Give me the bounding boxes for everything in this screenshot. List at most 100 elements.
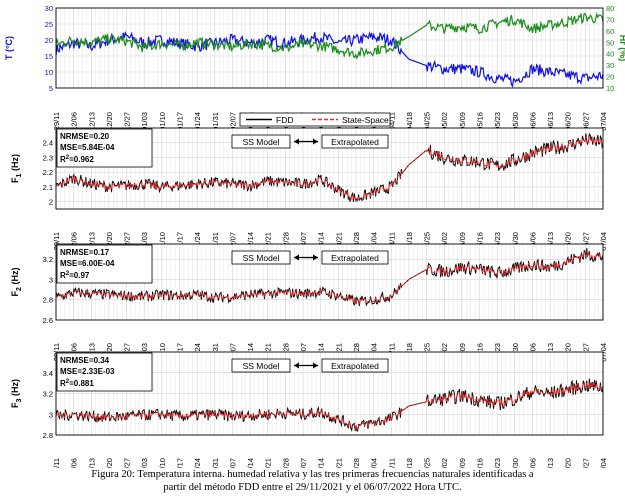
panel-f1-xtick-label: 03/28: [352, 232, 361, 251]
panel-f1-xtick-label: 05/30: [511, 232, 520, 251]
panel-f3-xtick-label: 06/27: [581, 458, 590, 468]
panel-f1-xtick-label: 02/21: [264, 232, 273, 251]
panel-th-xtick-label: 06/13: [546, 112, 555, 131]
panel-th-xtick-label: 12/20: [105, 112, 114, 131]
panel-th-xtick-label: 06/06: [528, 112, 537, 131]
panel-f1-ytick-label: 2: [49, 198, 53, 207]
panel-th-xtick-label: 29/11: [52, 112, 61, 130]
panel-th-ytick-right: 50: [606, 38, 614, 47]
panel-f2-ss-model-label: SS Model: [243, 253, 280, 263]
panel-f1-xtick-label: 06/13: [546, 232, 555, 251]
panel-f1-xtick-label: 29/11: [52, 232, 61, 250]
panel-f2-arrow-left: [294, 254, 299, 261]
panel-f1-xtick-label: 12/06: [70, 232, 79, 251]
panel-f2-state-space-line: [55, 251, 604, 305]
panel-f3-xtick-label: 12/06: [70, 458, 79, 468]
panel-f1-xtick-label: 07/04: [599, 232, 608, 251]
panel-f3-arrow-left: [294, 362, 299, 369]
panel-f2-ytick-label: 2.6: [43, 316, 53, 325]
panel-f3-xtick-label: 03/28: [352, 458, 361, 468]
panel-f1-xtick-label: 05/09: [458, 232, 467, 251]
panel-f3-xtick-label: 12/13: [87, 458, 96, 468]
panel-f1-r2: R2=0.962: [60, 155, 94, 164]
legend-fdd-label: FDD: [276, 115, 293, 125]
panel-th-frame: [55, 7, 604, 89]
panel-f2-frame: [55, 243, 604, 321]
panel-f1-xtick-label: 02/14: [246, 232, 255, 251]
panel-f1-xtick-label: 04/11: [387, 232, 396, 250]
panel-f2-extrapolated-label: Extrapolated: [331, 253, 379, 263]
panel-th-xtick-label: 12/27: [123, 112, 132, 131]
panel-f1-xtick-label: 12/20: [105, 232, 114, 251]
panel-f3-xtick-label: 02/07: [228, 458, 237, 468]
panel-th-ytick-right: 40: [606, 50, 614, 59]
panel-f1-arrow-right: [313, 138, 318, 145]
panel-f1-xtick-label: 05/16: [475, 232, 484, 251]
panel-f2-ss-model-box: [231, 250, 291, 265]
panel-f3-xtick-label: 04/11: [387, 458, 396, 468]
panel-f3-mse: MSE=2.33E-03: [60, 367, 115, 376]
panel-th-ytick-right: 30: [606, 61, 614, 70]
panel-th-xtick-label: 05/30: [511, 112, 520, 131]
panel-f1-ytick-label: 2.4: [43, 139, 53, 148]
panel-f1-frame: [55, 127, 604, 210]
panel-f3-xtick-label: 01/17: [176, 458, 185, 468]
panel-f2-fdd-line: [55, 248, 604, 307]
panel-th-xtick-label: 12/13: [87, 112, 96, 131]
panel-f1-xtick-label: 04/18: [405, 232, 414, 251]
panel-f3-xtick-label: 05/02: [440, 458, 449, 468]
panel-f1-xtick-label: 01/31: [211, 232, 220, 251]
panel-f3-xtick-label: 06/13: [546, 458, 555, 468]
caption-line-2: partir del método FDD entre el 29/11/202…: [163, 482, 462, 493]
legend-state-space-label: State-Space: [342, 115, 389, 125]
panel-f1-xtick-label: 01/24: [193, 232, 202, 251]
panel-f3-xtick-label: 03/21: [334, 458, 343, 468]
panel-f1-xtick-label: 05/02: [440, 232, 449, 251]
panel-f3-xtick-label: 07/04: [599, 458, 608, 468]
panel-f3-ytick-label: 2.8: [43, 431, 53, 440]
panel-f1-xtick-label: 04/25: [423, 232, 432, 251]
panel-f3-xtick-label: 01/10: [158, 458, 167, 468]
panel-th-xtick-label: 04/18: [405, 112, 414, 131]
panel-f2-mse: MSE=6.00E-04: [60, 259, 115, 268]
panel-f1-xtick-label: 02/07: [228, 232, 237, 251]
panel-f3-xtick-label: 03/14: [317, 458, 326, 468]
panel-th-xtick-label: 06/27: [581, 112, 590, 131]
panel-f3-xtick-label: 05/16: [475, 458, 484, 468]
panel-f2-ytick-label: 3: [49, 275, 53, 284]
panel-f1-xtick-label: 01/17: [176, 232, 185, 251]
panel-f3-state-space-line: [55, 382, 604, 431]
panel-f3-metrics-box: [56, 352, 153, 392]
panel-th-ytick-left: 30: [45, 4, 53, 13]
panel-f3-xtick-label: 04/25: [423, 458, 432, 468]
panel-f3-xtick-label: 12/27: [123, 458, 132, 468]
panel-f2-xtick-label: 07/04: [599, 343, 608, 362]
panel-f1-xtick-label: 05/23: [493, 232, 502, 251]
panel-f1-xtick-label: 06/06: [528, 232, 537, 251]
panel-f1-ss-model-label: SS Model: [243, 137, 280, 147]
panel-f1-xtick-label: 03/14: [317, 232, 326, 251]
panel-th-ytick-right: 80: [606, 4, 614, 13]
panel-f3-xtick-label: 12/20: [105, 458, 114, 468]
temperature-axis-label: T (°C): [4, 36, 14, 60]
panel-th-xtick-label: 05/09: [458, 112, 467, 131]
panel-f3-ss-model-label: SS Model: [243, 361, 280, 371]
caption-line-1: Figura 20: Temperatura interna. humedad …: [91, 469, 534, 480]
panel-f3-arrow-right: [313, 362, 318, 369]
panel-th-ytick-right: 10: [606, 84, 614, 93]
panel-f1-ytick-label: 2.2: [43, 168, 53, 177]
panel-th-ytick-left: 15: [45, 52, 53, 61]
panel-f1-xtick-label: 03/07: [299, 232, 308, 251]
panel-f1-xtick-label: 01/03: [140, 232, 149, 251]
panel-th-ytick-left: 10: [45, 68, 53, 77]
panel-f1-extrapolated-label: Extrapolated: [331, 137, 379, 147]
panel-th-ytick-left: 20: [45, 36, 53, 45]
panel-f3-nrmse: NRMSE=0.34: [60, 356, 110, 365]
panel-f3-xtick-label: 05/30: [511, 458, 520, 468]
panel-f1-metrics-box: [56, 128, 153, 168]
panel-f3-xtick-label: 05/23: [493, 458, 502, 468]
panel-f1-ytick-label: 2.3: [43, 153, 53, 162]
panel-f3-xtick-label: 04/18: [405, 458, 414, 468]
panel-f2-metrics-box: [56, 244, 153, 284]
panel-th-ytick-right: 20: [606, 73, 614, 82]
